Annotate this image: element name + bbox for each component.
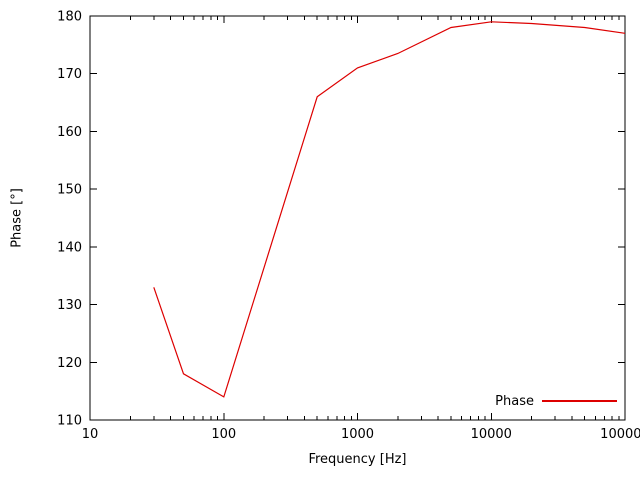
x-tick-label: 10000	[471, 427, 512, 442]
y-tick-label: 150	[57, 183, 82, 198]
y-tick-label: 140	[57, 240, 82, 255]
y-tick-label: 180	[57, 10, 82, 25]
x-tick-label: 100000	[600, 427, 640, 442]
x-tick-label: 10	[82, 427, 99, 442]
phase-line	[153, 21, 626, 398]
y-axis-label: Phase [°]	[9, 188, 25, 248]
plot-border	[89, 15, 626, 421]
y-tick-label: 170	[57, 67, 82, 82]
y-tick-label: 120	[57, 356, 82, 371]
x-tick-label: 1000	[341, 427, 374, 442]
legend-label: Phase	[495, 394, 534, 409]
y-tick-label: 130	[57, 298, 82, 313]
x-tick-label: 100	[211, 427, 236, 442]
y-tick-label: 160	[57, 125, 82, 140]
legend-line-sample	[542, 400, 617, 402]
x-axis-label: Frequency [Hz]	[308, 452, 407, 467]
y-tick-label: 110	[57, 414, 82, 429]
